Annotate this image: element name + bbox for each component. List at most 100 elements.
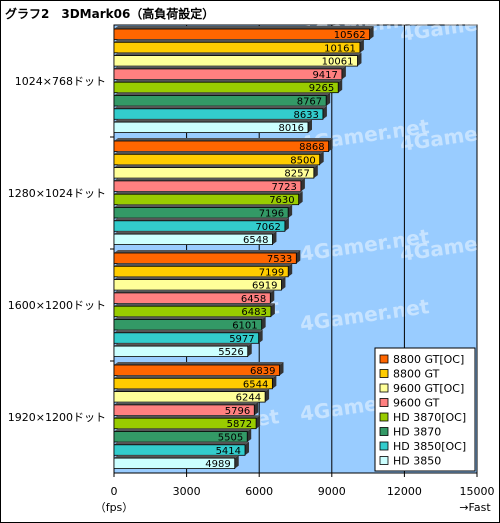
bar-depth xyxy=(307,119,312,133)
x-tick-label: 0 xyxy=(111,485,118,498)
bar-top xyxy=(114,401,259,405)
bar-depth xyxy=(247,343,252,357)
data-label: 7062 xyxy=(255,222,280,233)
bar-depth xyxy=(288,204,293,218)
x-axis-label-right: →Fast xyxy=(459,501,491,514)
bar-depth xyxy=(234,455,239,469)
x-axis-label: （fps） xyxy=(95,501,134,514)
bar-top xyxy=(114,455,239,459)
legend-swatch xyxy=(379,369,389,378)
bar xyxy=(113,95,327,107)
bar-depth xyxy=(296,250,301,264)
bar-depth xyxy=(298,191,303,205)
bar-top xyxy=(114,362,284,365)
x-tick-label: 15000 xyxy=(460,485,495,498)
bar-depth xyxy=(300,177,305,192)
bar-top xyxy=(114,428,252,432)
bar-depth xyxy=(254,401,259,416)
bar-top xyxy=(114,388,270,392)
legend-label: 9600 GT[OC] xyxy=(393,382,464,395)
data-label: 7196 xyxy=(259,209,284,220)
bar xyxy=(113,81,339,94)
bar-depth xyxy=(245,441,250,456)
data-label: 5796 xyxy=(225,406,250,417)
bar-depth xyxy=(322,105,327,120)
bar-depth xyxy=(256,415,261,429)
data-label: 5526 xyxy=(218,347,243,358)
legend-swatch xyxy=(379,456,389,465)
data-label: 6483 xyxy=(241,307,266,318)
bar-depth xyxy=(284,217,289,232)
bar-depth xyxy=(326,92,331,106)
data-label: 10161 xyxy=(324,43,356,54)
legend-label: HD 3870[OC] xyxy=(393,411,466,424)
bar-depth xyxy=(272,231,277,245)
bar-top xyxy=(114,329,263,333)
bar-depth xyxy=(341,65,346,80)
bar-top xyxy=(114,316,266,320)
legend-swatch xyxy=(379,427,389,436)
bar-top xyxy=(114,250,301,253)
bar-depth xyxy=(338,79,343,93)
legend-swatch xyxy=(379,412,389,422)
data-label: 8868 xyxy=(299,142,324,153)
legend-label: 8800 GT[OC] xyxy=(393,353,464,366)
x-tick-label: 9000 xyxy=(318,485,346,498)
bar-depth xyxy=(313,164,318,179)
bar-top xyxy=(114,276,286,280)
bar-top xyxy=(114,151,324,155)
bar-depth xyxy=(270,303,275,317)
bar-depth xyxy=(369,26,374,40)
data-label: 6101 xyxy=(232,321,257,332)
data-label: 6244 xyxy=(236,393,261,404)
bar-top xyxy=(114,191,303,195)
bar xyxy=(113,121,309,133)
legend xyxy=(374,347,476,472)
bar-depth xyxy=(265,388,270,403)
category-label: 1600×1200ドット xyxy=(8,299,106,312)
category-label: 1920×1200ドット xyxy=(8,411,106,424)
bar xyxy=(113,153,321,166)
bar-depth xyxy=(359,39,364,53)
bar-depth xyxy=(279,362,284,376)
data-label: 5872 xyxy=(227,419,252,430)
data-label: 7533 xyxy=(267,254,292,265)
bar-depth xyxy=(258,329,263,344)
bar-depth xyxy=(261,316,266,330)
bar-top xyxy=(114,343,252,347)
bar-top xyxy=(114,415,261,419)
data-label: 7630 xyxy=(269,195,294,206)
bar-top xyxy=(114,375,277,379)
data-label: 5977 xyxy=(229,334,254,345)
legend-swatch xyxy=(379,398,389,407)
bar-top xyxy=(114,138,333,141)
x-tick-label: 12000 xyxy=(387,485,422,498)
bar xyxy=(113,28,371,40)
bar-top xyxy=(114,441,250,445)
bar-depth xyxy=(247,428,252,442)
x-tick-label: 3000 xyxy=(173,485,201,498)
legend-label: 9600 GT xyxy=(393,397,440,410)
legend-label: HD 3850 xyxy=(393,455,441,468)
data-label: 6458 xyxy=(241,294,266,305)
data-label: 6839 xyxy=(250,366,275,377)
legend-swatch xyxy=(379,441,389,451)
data-label: 8257 xyxy=(284,169,309,180)
category-label: 1024×768ドット xyxy=(15,75,106,88)
bar-top xyxy=(114,26,374,29)
data-label: 7199 xyxy=(259,267,284,278)
bar-depth xyxy=(270,289,275,304)
data-label: 4989 xyxy=(205,459,230,470)
bar-top xyxy=(114,65,346,69)
bar xyxy=(113,345,249,358)
bar xyxy=(113,41,361,54)
legend-label: HD 3870 xyxy=(393,426,441,439)
bar xyxy=(113,233,273,246)
bar-top xyxy=(114,204,293,208)
bar-top xyxy=(114,39,364,43)
legend-swatch xyxy=(379,383,389,393)
bar-top xyxy=(114,263,293,267)
bar-top xyxy=(114,303,275,307)
